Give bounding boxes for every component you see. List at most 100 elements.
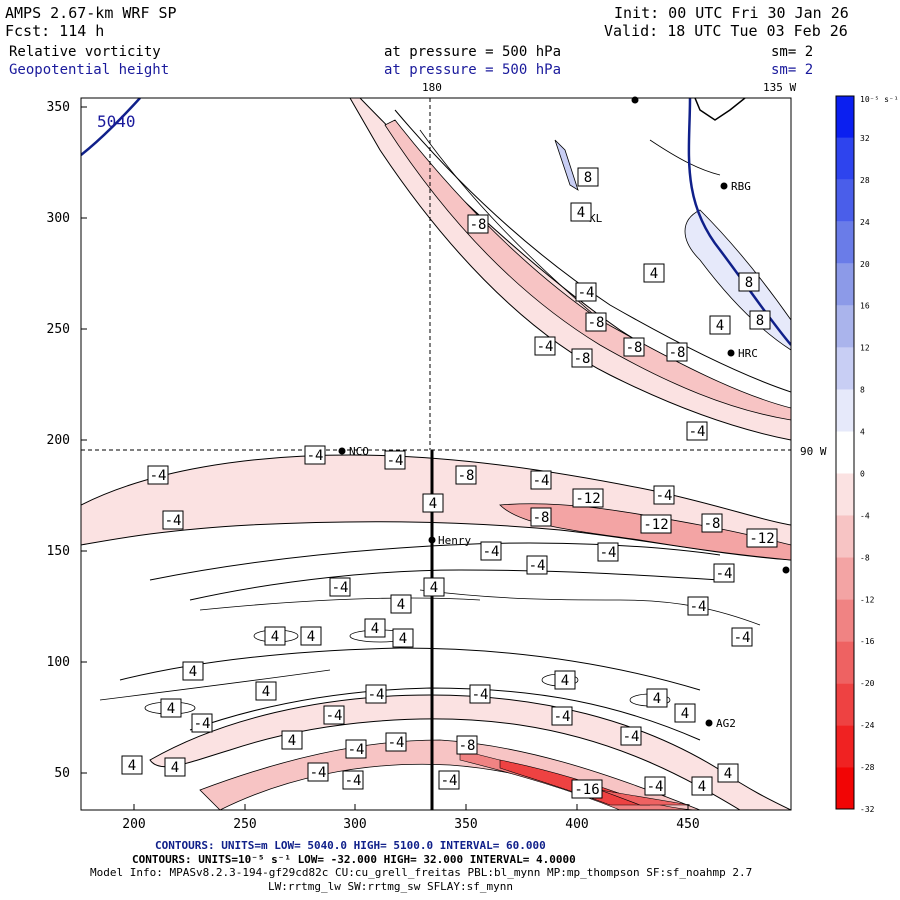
svg-text:4: 4: [397, 597, 405, 613]
height-contour-info: CONTOURS: UNITS=m LOW= 5040.0 HIGH= 5100…: [155, 839, 546, 852]
colorbar-swatch: [836, 389, 854, 432]
svg-text:-4: -4: [647, 779, 664, 795]
svg-text:-8: -8: [533, 510, 550, 526]
contour-value-label: -8: [623, 337, 645, 357]
colorbar-label: 28: [860, 176, 870, 185]
contour-value-label: 8: [577, 167, 599, 187]
svg-text:-4: -4: [483, 544, 500, 560]
field2-smoothing: sm= 2: [771, 62, 814, 78]
colorbar-label: 4: [860, 428, 865, 437]
svg-text:4: 4: [698, 779, 706, 795]
contour-value-label: 4: [709, 315, 731, 335]
svg-text:4: 4: [307, 629, 315, 645]
svg-text:-4: -4: [537, 339, 554, 355]
contour-value-label: -8: [455, 465, 477, 485]
station-label-rbg: RBG: [731, 180, 751, 193]
svg-text:-4: -4: [689, 424, 706, 440]
colorbar-label: 20: [860, 260, 870, 269]
lower-vorticity-band-2: [199, 739, 701, 810]
field1-name: Relative vorticity: [9, 44, 161, 60]
contour-value-label: -4: [329, 577, 351, 597]
svg-text:-4: -4: [387, 453, 404, 469]
svg-text:-8: -8: [626, 340, 643, 356]
svg-text:-8: -8: [588, 315, 605, 331]
contour-value-label: -4: [469, 684, 491, 704]
colorbar-label: -24: [860, 721, 875, 730]
contour-value-label: -4: [597, 542, 619, 562]
y-tick-label: 350: [47, 100, 70, 115]
contour-value-label: -4: [620, 726, 642, 746]
colorbar-swatch: [836, 767, 854, 809]
y-tick-label: 200: [47, 433, 70, 448]
contour-value-label: -12: [572, 488, 604, 508]
y-tick-label: 100: [47, 655, 70, 670]
station-label-henry: Henry: [438, 534, 471, 547]
colorbar-label: 24: [860, 218, 870, 227]
svg-text:-4: -4: [194, 716, 211, 732]
contour-value-label: -4: [384, 450, 406, 470]
x-tick-label: 250: [233, 817, 256, 832]
station-dot: [727, 349, 735, 357]
svg-text:8: 8: [756, 313, 764, 329]
contour-value-label: 4: [646, 688, 668, 708]
forecast-hour: Fcst: 114 h: [5, 22, 105, 40]
station-label-ag2: AG2: [716, 717, 736, 730]
svg-text:4: 4: [724, 766, 732, 782]
svg-text:-4: -4: [310, 765, 327, 781]
x-tick-label: 400: [565, 817, 588, 832]
contour-value-label: -8: [571, 348, 593, 368]
contour-value-label: -8: [701, 513, 723, 533]
svg-text:4: 4: [171, 760, 179, 776]
contour-value-label: 4: [691, 776, 713, 796]
station-dot: [705, 719, 713, 727]
svg-text:-4: -4: [345, 773, 362, 789]
model-info-physics: LW:rrtmg_lw SW:rrtmg_sw SFLAY:sf_mynn: [268, 880, 514, 893]
contour-value-label: 4: [570, 202, 592, 222]
contour-value-label: -4: [323, 705, 345, 725]
contour-value-label: -8: [456, 735, 478, 755]
field1-smoothing: sm= 2: [771, 44, 814, 60]
contour-value-label: -16: [571, 779, 603, 799]
contour-value-label: 4: [554, 670, 576, 690]
contour-value-label: -12: [640, 514, 672, 534]
svg-text:4: 4: [128, 758, 136, 774]
contour-value-label: -4: [162, 510, 184, 530]
colorbar-swatch: [836, 347, 854, 390]
colorbar-label: 0: [860, 469, 865, 478]
init-time: Init: 00 UTC Fri 30 Jan 26: [614, 4, 849, 22]
svg-text:-4: -4: [734, 630, 751, 646]
svg-text:-4: -4: [348, 742, 365, 758]
svg-text:-4: -4: [332, 580, 349, 596]
contour-value-label: -4: [687, 596, 709, 616]
svg-text:-4: -4: [441, 773, 458, 789]
field2-name: Geopotential height: [9, 62, 170, 78]
contour-value-label: 4: [364, 618, 386, 638]
contour-value-label: -4: [713, 563, 735, 583]
svg-text:-4: -4: [472, 687, 489, 703]
svg-text:-4: -4: [690, 599, 707, 615]
svg-text:4: 4: [371, 621, 379, 637]
contour-value-label: -8: [530, 507, 552, 527]
height-contour-5040: [81, 98, 141, 156]
colorbar-label: -12: [860, 595, 875, 604]
colorbar-label: -20: [860, 679, 875, 688]
svg-text:4: 4: [430, 580, 438, 596]
contour-value-label: 4: [281, 730, 303, 750]
svg-text:-12: -12: [749, 531, 774, 547]
svg-text:-4: -4: [656, 488, 673, 504]
colorbar-swatch: [836, 431, 854, 474]
colorbar-swatch: [836, 137, 854, 180]
contour-value-label: 4: [643, 263, 665, 283]
model-title: AMPS 2.67-km WRF SP: [5, 4, 177, 22]
colorbar-swatch: [836, 641, 854, 684]
svg-text:-4: -4: [150, 468, 167, 484]
svg-text:4: 4: [650, 266, 658, 282]
contour-labels: 8 4 -8 4 -4 8 8 4 -8 -4 -8 -8 -8 -4 -4 -4 -4 -8 -4 -4 -12 4 -4…: [121, 167, 778, 799]
colorbar-swatch: [836, 683, 854, 726]
svg-text:-4: -4: [307, 448, 324, 464]
contour-value-label: 4: [255, 681, 277, 701]
colorbar-swatch: [836, 557, 854, 600]
contour-value-label: -4: [438, 770, 460, 790]
contour-value-label: 4: [164, 757, 186, 777]
contour-value-label: -4: [307, 762, 329, 782]
